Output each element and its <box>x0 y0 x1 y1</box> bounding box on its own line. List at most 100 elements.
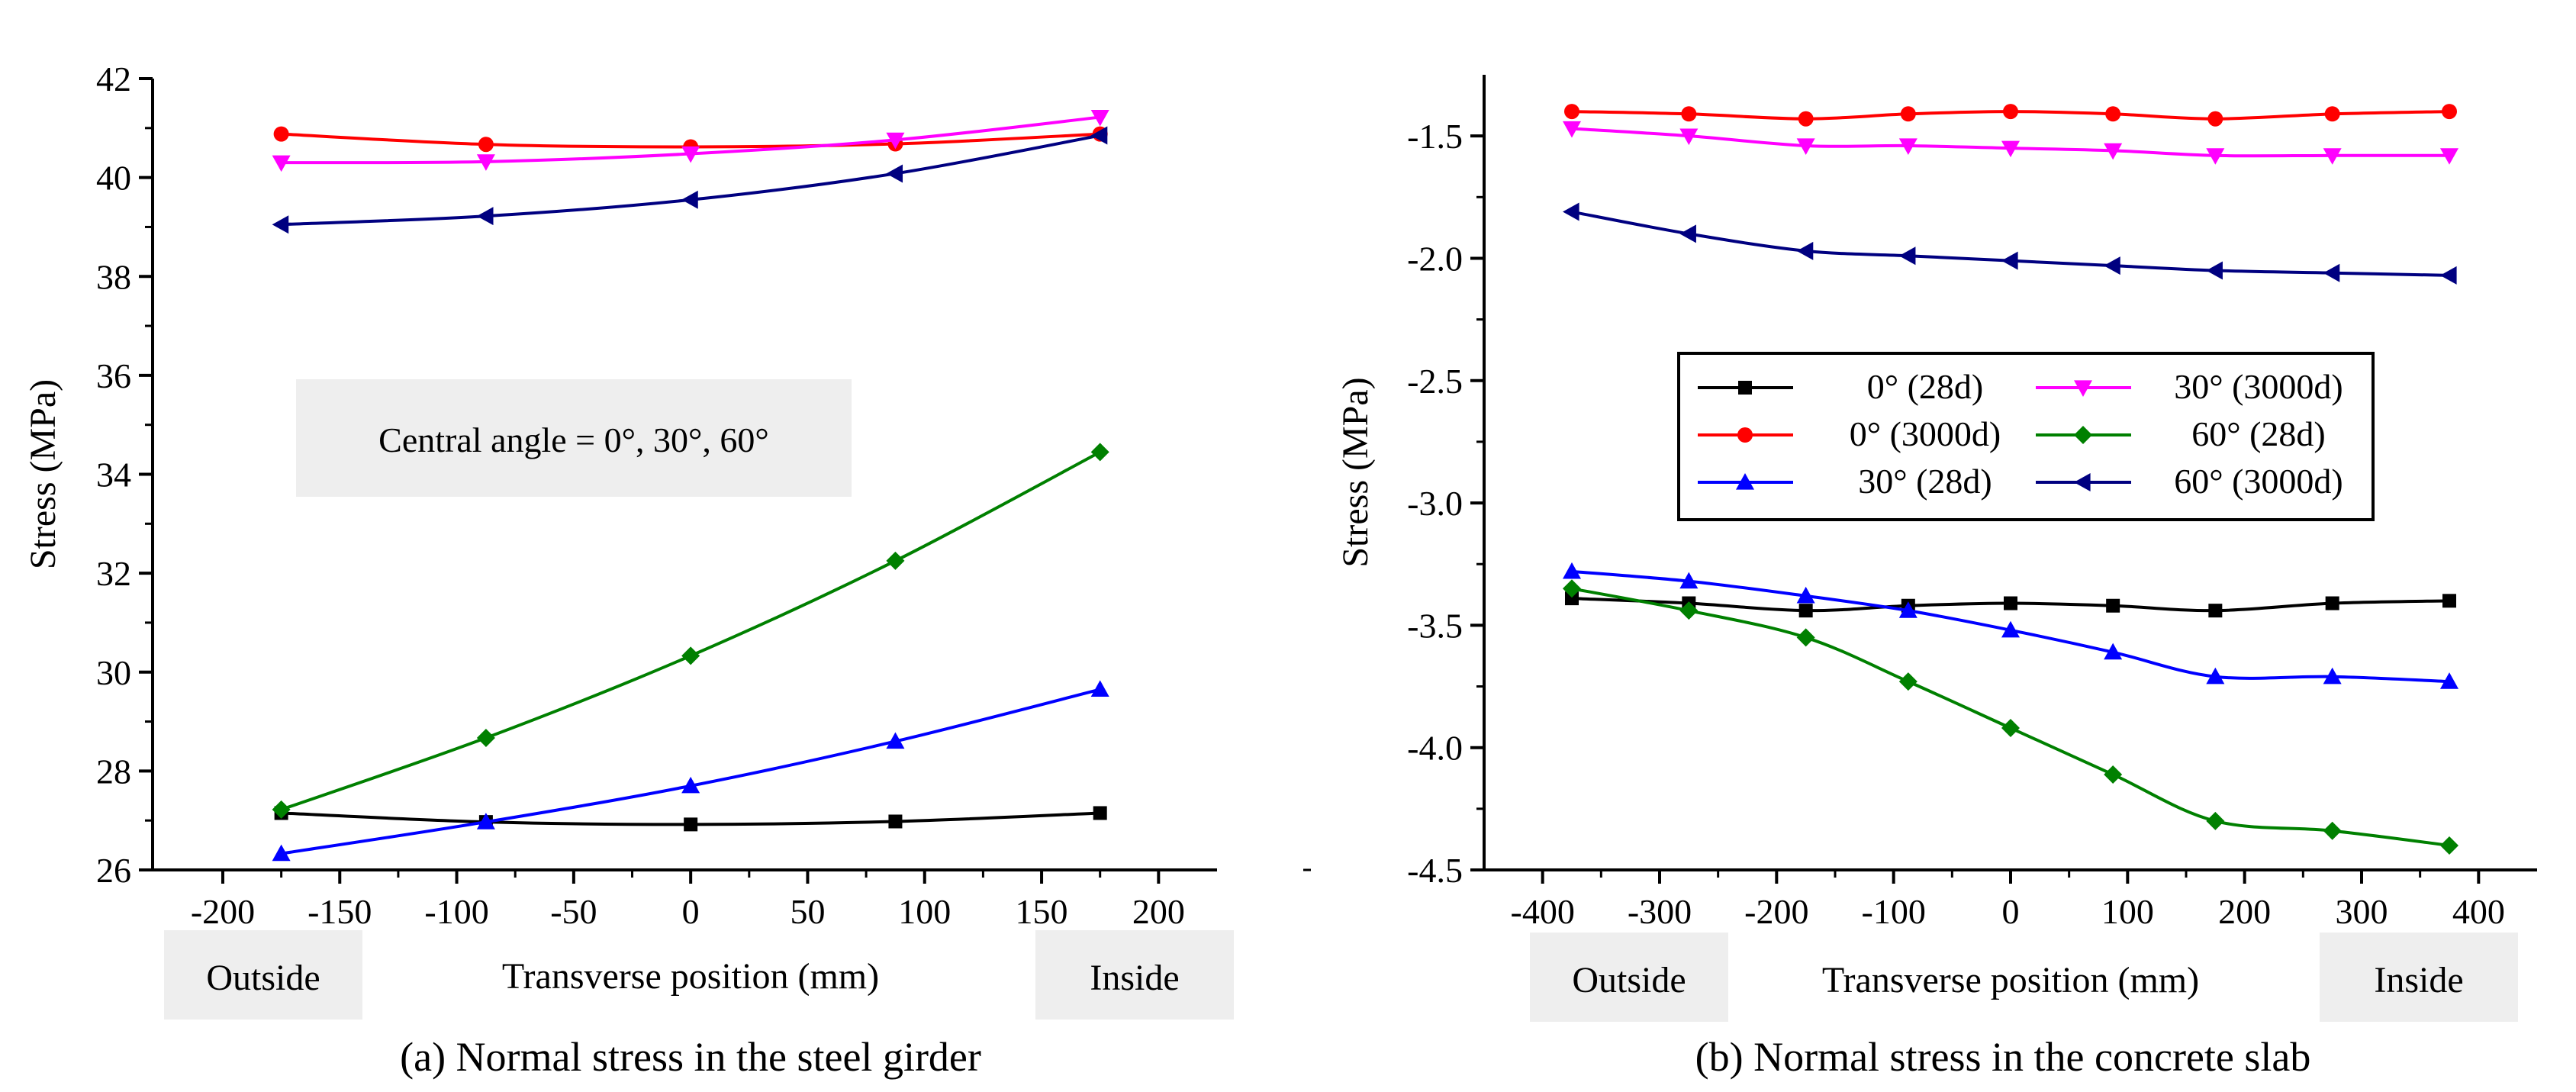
data-point <box>1679 572 1699 589</box>
legend-marker <box>1738 381 1752 395</box>
data-point <box>2105 106 2121 122</box>
data-point <box>1563 202 1579 221</box>
data-point <box>2001 719 2020 738</box>
y-tick-label: -1.5 <box>1407 117 1463 156</box>
data-point <box>272 215 289 234</box>
data-point <box>888 814 903 829</box>
data-point <box>1898 138 1918 155</box>
data-point <box>2323 148 2342 165</box>
inside-label-box <box>2320 933 2518 1022</box>
legend-entry-0deg-28d: 0° (28d) <box>1698 367 1983 406</box>
data-point <box>1898 672 1918 691</box>
data-point <box>681 146 700 163</box>
series-60deg-3000d <box>272 126 1108 234</box>
y-tick-label: 36 <box>96 356 131 395</box>
data-point <box>1898 246 1916 266</box>
data-point <box>1679 128 1699 146</box>
data-point <box>681 776 700 794</box>
outside-label-box <box>164 930 362 1020</box>
data-point <box>886 732 905 749</box>
data-point <box>2206 148 2225 165</box>
legend-entry-60deg-3000d: 60° (3000d) <box>2036 462 2343 501</box>
legend-label: 0° (28d) <box>1867 367 1984 406</box>
y-tick-label: -3.5 <box>1407 606 1463 645</box>
x-tick-label: 100 <box>898 892 951 931</box>
x-tick-label: 50 <box>790 892 825 931</box>
y-tick-label: 28 <box>96 752 131 791</box>
legend-marker <box>2074 473 2091 491</box>
data-point <box>2440 836 2458 855</box>
legend-label: 30° (28d) <box>1858 462 1992 501</box>
series-30deg-28d <box>1563 562 2458 689</box>
y-tick-label: -4.0 <box>1407 729 1463 768</box>
x-tick-label: -100 <box>1862 892 1926 931</box>
x-tick-label: 200 <box>1132 892 1185 931</box>
legend-label: 0° (3000d) <box>1850 414 2001 453</box>
right-series <box>1563 104 2458 855</box>
panel-caption: (b) Normal stress in the concrete slab <box>1695 1034 2311 1080</box>
series-line-60deg-28d <box>280 450 1101 811</box>
data-point <box>2106 598 2120 613</box>
series-60deg-3000d <box>1563 202 2457 285</box>
data-point <box>2323 667 2342 685</box>
y-axis-label: Stress (MPa) <box>1335 377 1376 567</box>
legend-frame <box>1677 352 2375 521</box>
series-30deg-3000d <box>1563 121 2458 165</box>
x-axis-label: Transverse position (mm) <box>1822 960 2199 1000</box>
y-tick-label: -4.5 <box>1407 851 1463 890</box>
data-point <box>886 164 903 183</box>
concrete-slab-chart: -400 -300 -200 -100 0 100 200 300 400 -4.5 -4.0 -3.… <box>1335 75 2537 1080</box>
data-point <box>1093 806 1107 820</box>
data-point <box>1798 604 1813 618</box>
legend: 0° (28d) 0° (3000d) 30° (28d) 30° (3000d) 60… <box>1677 352 2375 521</box>
data-point <box>2104 256 2120 275</box>
data-point <box>2206 811 2225 830</box>
inside-label: Inside <box>2374 960 2463 1000</box>
x-tick-label: -300 <box>1628 892 1692 931</box>
data-point <box>2004 596 2017 610</box>
x-tick-label: 300 <box>2336 892 2388 931</box>
data-point <box>2440 266 2457 285</box>
data-point <box>1563 579 1581 598</box>
data-point <box>684 817 698 832</box>
steel-girder-chart: Central angle = 0°, 30°, 60° -200 -150 -10… <box>23 60 1234 1080</box>
data-point <box>2440 672 2458 689</box>
data-point <box>273 126 289 142</box>
outside-label: Outside <box>206 958 320 998</box>
data-point <box>1796 628 1815 647</box>
legend-marker <box>1736 473 1754 490</box>
data-point <box>2206 667 2225 685</box>
x-tick-label: 150 <box>1016 892 1068 931</box>
y-tick-label: 40 <box>96 159 131 198</box>
x-tick-label: 100 <box>2101 892 2154 931</box>
data-point <box>1090 109 1109 127</box>
data-point <box>1796 586 1815 604</box>
series-0deg-3000d <box>1564 104 2457 127</box>
data-point <box>2104 143 2123 160</box>
data-point <box>478 137 494 153</box>
x-tick-label: -200 <box>1744 892 1808 931</box>
data-point <box>1565 591 1579 606</box>
data-point <box>1681 106 1697 122</box>
data-point <box>2323 263 2340 282</box>
data-point <box>681 190 698 209</box>
legend-marker <box>1737 427 1753 443</box>
y-tick-label: 38 <box>96 257 131 296</box>
left-series <box>272 109 1109 862</box>
data-point <box>1679 224 1696 243</box>
legend-label: 60° (3000d) <box>2174 462 2343 501</box>
data-point <box>2208 604 2223 618</box>
x-tick-label: -150 <box>308 892 372 931</box>
data-point <box>1898 601 1918 618</box>
y-tick-label: 26 <box>96 851 131 890</box>
inside-label: Inside <box>1090 958 1179 998</box>
legend-marker <box>2074 426 2092 444</box>
data-point <box>476 154 495 171</box>
y-axis-label: Stress (MPa) <box>23 379 63 569</box>
panel-caption: (a) Normal stress in the steel girder <box>400 1034 981 1080</box>
data-point <box>1796 241 1814 260</box>
legend-entry-30deg-28d: 30° (28d) <box>1698 462 1992 501</box>
x-tick-label: -400 <box>1511 892 1575 931</box>
right-axes: -400 -300 -200 -100 0 100 200 300 400 -4.5 -4.0 -3.… <box>1335 75 2537 1000</box>
